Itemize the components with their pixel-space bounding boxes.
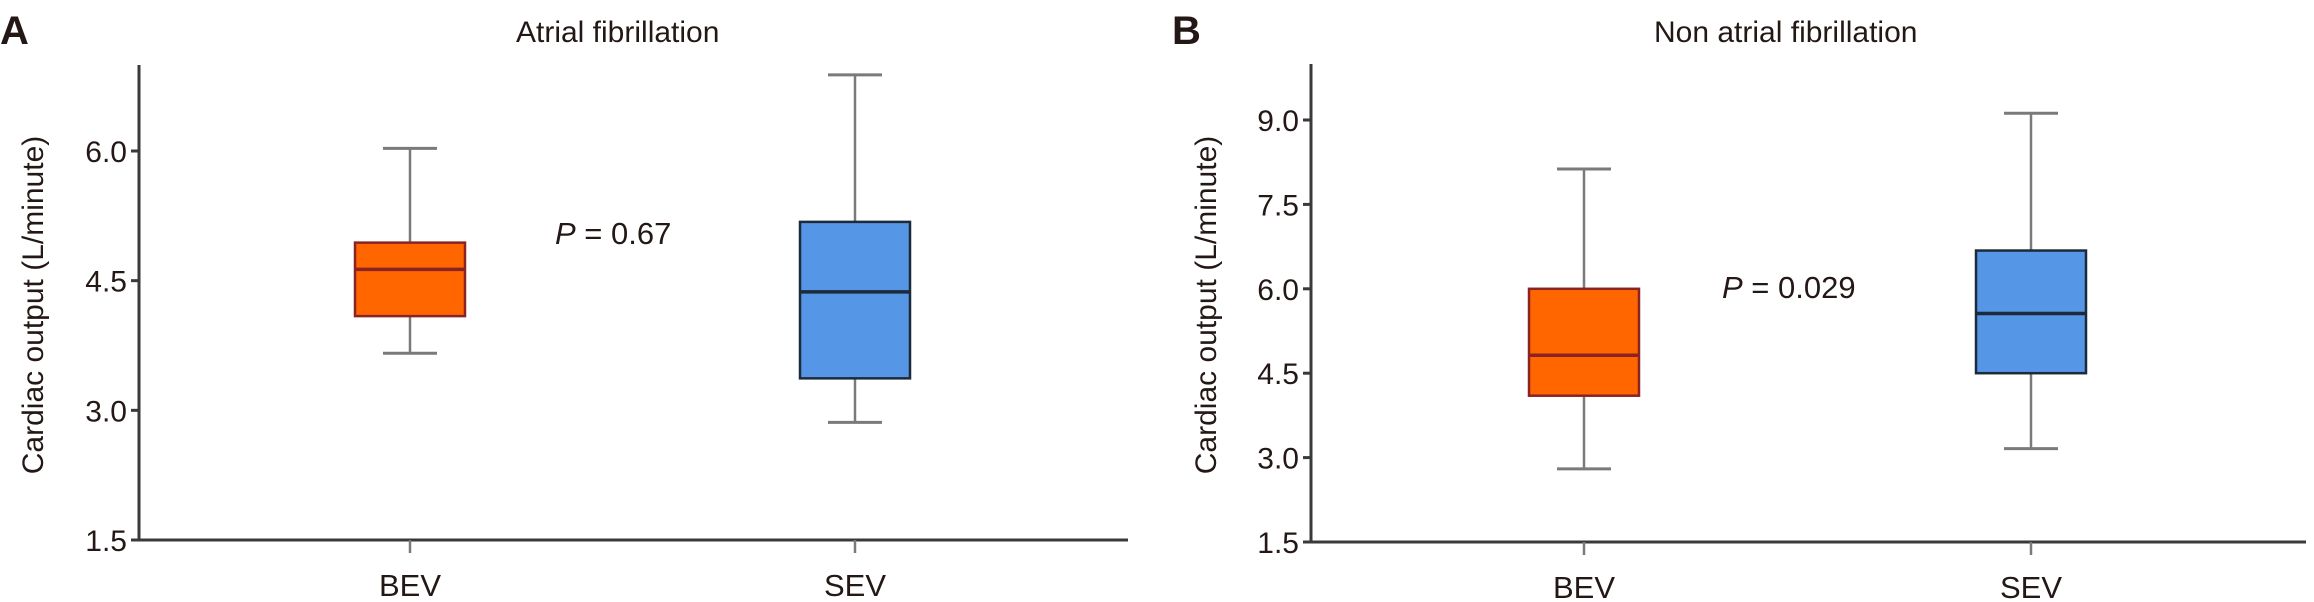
panel-a-plot: 1.5 3.0 4.5 6.0 BEV SEV (85, 65, 1128, 602)
y-tick-label: 6.0 (85, 136, 127, 169)
box-bev (353, 241, 467, 318)
panel-b-title: Non atrial fibrillation (1654, 16, 1917, 49)
box-bev (1527, 287, 1641, 397)
x-category-label: SEV (2000, 570, 2062, 602)
panel-b-p-annotation: P = 0.029 (1722, 270, 1856, 305)
panel-b: B Non atrial fibrillation Cardiac output… (1172, 9, 2306, 602)
panel-a-p-annotation: P = 0.67 (555, 216, 671, 251)
y-tick-label: 1.5 (1257, 527, 1299, 560)
y-tick-label: 4.5 (1257, 358, 1299, 391)
p-value: = 0.029 (1743, 270, 1856, 305)
y-tick-label: 6.0 (1257, 274, 1299, 307)
x-category-label: BEV (379, 568, 441, 602)
panel-b-y-axis-label: Cardiac output (L/minute) (1190, 136, 1223, 475)
x-category-label: SEV (824, 568, 886, 602)
y-tick-label: 7.5 (1257, 189, 1299, 222)
panel-a: A Atrial fibrillation Cardiac output (L/… (0, 9, 1128, 602)
p-symbol: P (1722, 270, 1743, 305)
p-symbol: P (555, 216, 576, 251)
panel-a-y-axis-label: Cardiac output (L/minute) (17, 136, 50, 475)
box-sev (798, 220, 912, 380)
y-tick-label: 3.0 (85, 395, 127, 428)
p-value: = 0.67 (576, 216, 672, 251)
x-category-label: BEV (1553, 570, 1615, 602)
y-tick-label: 3.0 (1257, 443, 1299, 476)
y-tick-label: 4.5 (85, 266, 127, 299)
y-tick-label: 1.5 (85, 525, 127, 558)
panel-b-plot: 1.5 3.0 4.5 6.0 7.5 9.0 BEV SEV (1257, 64, 2306, 602)
panel-a-title: Atrial fibrillation (516, 16, 719, 49)
y-tick-label: 9.0 (1257, 105, 1299, 138)
panel-letter-a: A (0, 9, 29, 53)
panel-letter-b: B (1172, 9, 1201, 53)
